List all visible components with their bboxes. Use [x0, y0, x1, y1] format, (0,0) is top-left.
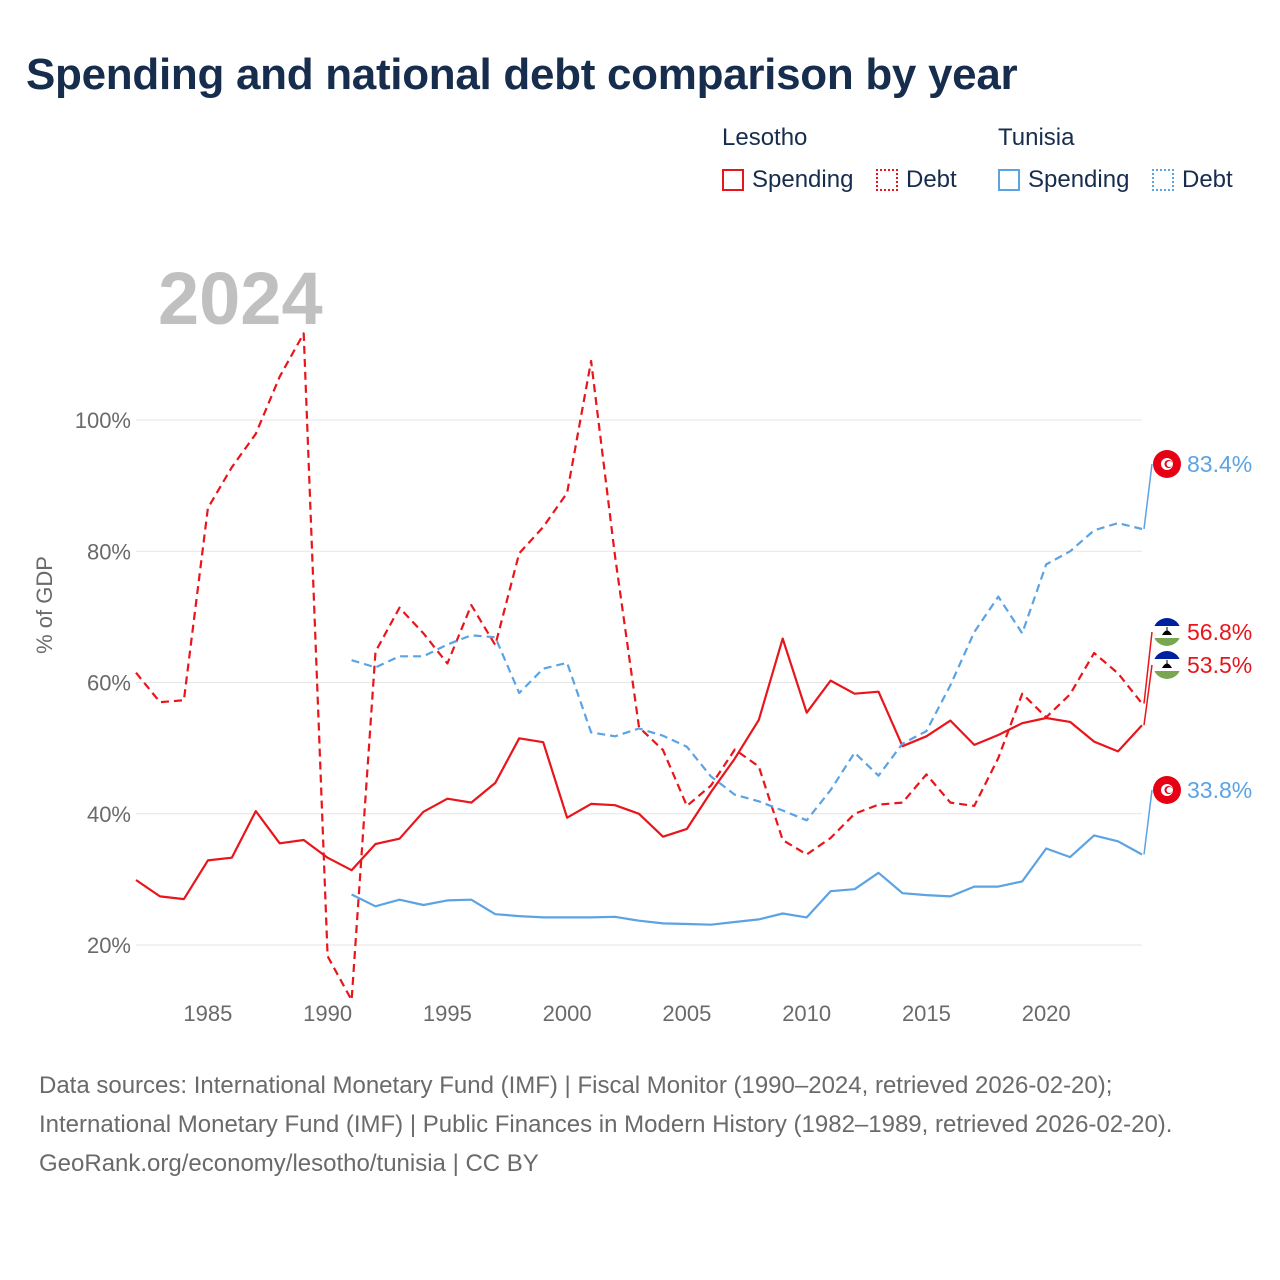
chart-title: Spending and national debt comparison by…: [26, 50, 1018, 99]
x-tick-label: 2020: [1022, 1001, 1071, 1026]
end-value-label: 33.8%: [1187, 777, 1252, 803]
end-label-connector: [1143, 631, 1153, 704]
x-tick-label: 2000: [543, 1001, 592, 1026]
end-label-connector: [1143, 664, 1153, 726]
data-sources: Data sources: International Monetary Fun…: [39, 1072, 1173, 1138]
series-line-tunisia-spending[interactable]: [351, 834, 1143, 926]
series-line-lesotho-debt[interactable]: [135, 332, 1143, 1002]
footer: Data sources: International Monetary Fun…: [39, 1066, 1249, 1183]
y-axis-label: % of GDP: [32, 556, 57, 654]
x-tick-label: 1990: [303, 1001, 352, 1026]
credit-link[interactable]: GeoRank.org/economy/lesotho/tunisia | CC…: [39, 1150, 539, 1177]
series-line-lesotho-spending[interactable]: [135, 637, 1143, 901]
grid-lines: [136, 419, 1142, 946]
series-line-tunisia-debt[interactable]: [351, 521, 1143, 822]
lesotho-flag-icon: [1153, 618, 1181, 646]
lesotho-flag-icon: [1153, 651, 1181, 679]
end-label-connector: [1143, 789, 1153, 855]
y-axis-ticks: 20% 40% 60% 80% 100%: [75, 408, 131, 958]
y-tick-label: 80%: [87, 539, 131, 564]
legend-label: Spending: [1028, 166, 1130, 193]
y-tick-label: 100%: [75, 408, 131, 433]
x-tick-label: 2015: [902, 1001, 951, 1026]
legend-label: Debt: [1182, 166, 1233, 193]
legend-item-tunisia-debt[interactable]: Debt: [1152, 166, 1233, 194]
legend-label: Spending: [752, 166, 854, 193]
end-label-connector: [1143, 463, 1153, 530]
x-axis-ticks: 1985 1990 1995 2000 2005 2010 2015 2020: [183, 1001, 1070, 1026]
legend-country-lesotho: Lesotho: [722, 124, 808, 151]
legend-item-tunisia-spending[interactable]: Spending: [998, 166, 1129, 194]
legend-item-lesotho-spending[interactable]: Spending: [722, 166, 853, 194]
x-tick-label: 2005: [662, 1001, 711, 1026]
legend-label: Debt: [906, 166, 957, 193]
tunisia-flag-icon: [1153, 450, 1181, 478]
legend-swatch-solid: [722, 169, 744, 191]
series-lines: [135, 332, 1143, 1002]
end-value-label: 53.5%: [1187, 652, 1252, 678]
legend-swatch-solid: [998, 169, 1020, 191]
end-labels: 83.4% 56.8% 53.5% 33.8%: [1143, 450, 1252, 855]
tunisia-flag-icon: [1153, 776, 1181, 804]
year-watermark: 2024: [158, 257, 323, 340]
legend-country-tunisia: Tunisia: [998, 124, 1075, 151]
y-tick-label: 20%: [87, 933, 131, 958]
x-tick-label: 1995: [423, 1001, 472, 1026]
end-value-label: 56.8%: [1187, 619, 1252, 645]
y-tick-label: 60%: [87, 671, 131, 696]
legend-swatch-dotted: [876, 169, 898, 191]
legend-item-lesotho-debt[interactable]: Debt: [876, 166, 957, 194]
end-value-label: 83.4%: [1187, 451, 1252, 477]
x-tick-label: 2010: [782, 1001, 831, 1026]
y-tick-label: 40%: [87, 802, 131, 827]
x-tick-label: 1985: [183, 1001, 232, 1026]
legend-swatch-dotted: [1152, 169, 1174, 191]
